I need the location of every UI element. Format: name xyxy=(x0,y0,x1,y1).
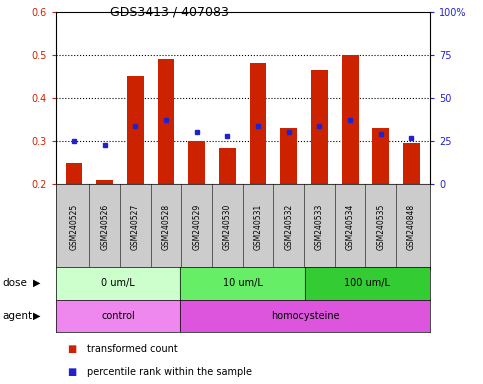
Bar xyxy=(188,141,205,184)
Text: GSM240532: GSM240532 xyxy=(284,204,293,250)
Text: GSM240535: GSM240535 xyxy=(376,204,385,250)
Bar xyxy=(180,300,430,332)
Text: 0 um/L: 0 um/L xyxy=(101,278,135,288)
Text: GSM240527: GSM240527 xyxy=(131,204,140,250)
Text: GSM240848: GSM240848 xyxy=(407,204,416,250)
Bar xyxy=(305,267,430,300)
Text: GSM240528: GSM240528 xyxy=(161,204,170,250)
Text: 100 um/L: 100 um/L xyxy=(344,278,390,288)
Bar xyxy=(250,63,267,184)
Text: agent: agent xyxy=(2,311,32,321)
Text: GSM240526: GSM240526 xyxy=(100,204,109,250)
Text: ■: ■ xyxy=(68,367,77,377)
Text: homocysteine: homocysteine xyxy=(271,311,340,321)
Bar xyxy=(56,300,180,332)
Text: GSM240531: GSM240531 xyxy=(254,204,263,250)
Text: transformed count: transformed count xyxy=(87,344,178,354)
Bar xyxy=(56,267,180,300)
Bar xyxy=(96,180,113,184)
Text: percentile rank within the sample: percentile rank within the sample xyxy=(87,367,252,377)
Text: dose: dose xyxy=(2,278,28,288)
Text: GSM240534: GSM240534 xyxy=(346,204,355,250)
Bar xyxy=(311,70,328,184)
Text: GDS3413 / 407083: GDS3413 / 407083 xyxy=(110,6,228,19)
Text: ■: ■ xyxy=(68,344,77,354)
Text: ▶: ▶ xyxy=(33,311,41,321)
Bar xyxy=(372,128,389,184)
Text: GSM240529: GSM240529 xyxy=(192,204,201,250)
Bar xyxy=(403,143,420,184)
Text: control: control xyxy=(101,311,135,321)
Bar xyxy=(280,128,297,184)
Bar xyxy=(127,76,144,184)
Text: GSM240530: GSM240530 xyxy=(223,204,232,250)
Text: ▶: ▶ xyxy=(33,278,41,288)
Bar xyxy=(219,147,236,184)
Bar xyxy=(180,267,305,300)
Text: 10 um/L: 10 um/L xyxy=(223,278,263,288)
Bar xyxy=(157,59,174,184)
Bar xyxy=(341,55,358,184)
Text: GSM240525: GSM240525 xyxy=(70,204,78,250)
Text: GSM240533: GSM240533 xyxy=(315,204,324,250)
Bar xyxy=(66,163,83,184)
